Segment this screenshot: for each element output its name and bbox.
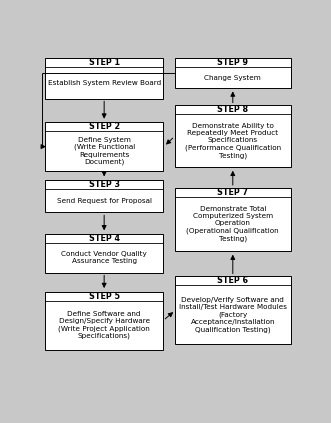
FancyBboxPatch shape <box>175 276 291 344</box>
FancyBboxPatch shape <box>45 180 163 212</box>
Text: STEP 6: STEP 6 <box>217 276 248 285</box>
Text: STEP 5: STEP 5 <box>89 292 119 301</box>
Text: Define System
(Write Functional
Requirements
Document): Define System (Write Functional Requirem… <box>73 137 135 165</box>
Text: STEP 7: STEP 7 <box>217 188 248 197</box>
Text: Conduct Vendor Quality
Assurance Testing: Conduct Vendor Quality Assurance Testing <box>61 251 147 264</box>
Text: Define Software and
Design/Specify Hardware
(Write Project Application
Specifica: Define Software and Design/Specify Hardw… <box>58 311 150 339</box>
Text: STEP 8: STEP 8 <box>217 105 248 114</box>
Text: Change System: Change System <box>205 74 261 80</box>
Text: STEP 4: STEP 4 <box>89 234 119 243</box>
Text: STEP 1: STEP 1 <box>89 58 119 67</box>
FancyBboxPatch shape <box>175 105 291 167</box>
Text: STEP 9: STEP 9 <box>217 58 248 67</box>
FancyBboxPatch shape <box>175 58 291 88</box>
Text: Demonstrate Ability to
Repeatedly Meet Product
Specifications
(Performance Quali: Demonstrate Ability to Repeatedly Meet P… <box>185 123 281 159</box>
Text: STEP 2: STEP 2 <box>89 122 120 131</box>
FancyBboxPatch shape <box>45 122 163 171</box>
Text: Establish System Review Board: Establish System Review Board <box>48 80 161 86</box>
FancyBboxPatch shape <box>45 292 163 349</box>
Text: Demonstrate Total
Computerized System
Operation
(Operational Qualification
Testi: Demonstrate Total Computerized System Op… <box>186 206 279 242</box>
FancyBboxPatch shape <box>45 58 163 99</box>
FancyBboxPatch shape <box>45 234 163 272</box>
Text: Develop/Verify Software and
Install/Test Hardware Modules
(Factory
Acceptance/In: Develop/Verify Software and Install/Test… <box>179 297 287 332</box>
Text: STEP 3: STEP 3 <box>89 180 119 189</box>
FancyBboxPatch shape <box>175 188 291 251</box>
Text: Send Request for Proposal: Send Request for Proposal <box>57 198 152 204</box>
